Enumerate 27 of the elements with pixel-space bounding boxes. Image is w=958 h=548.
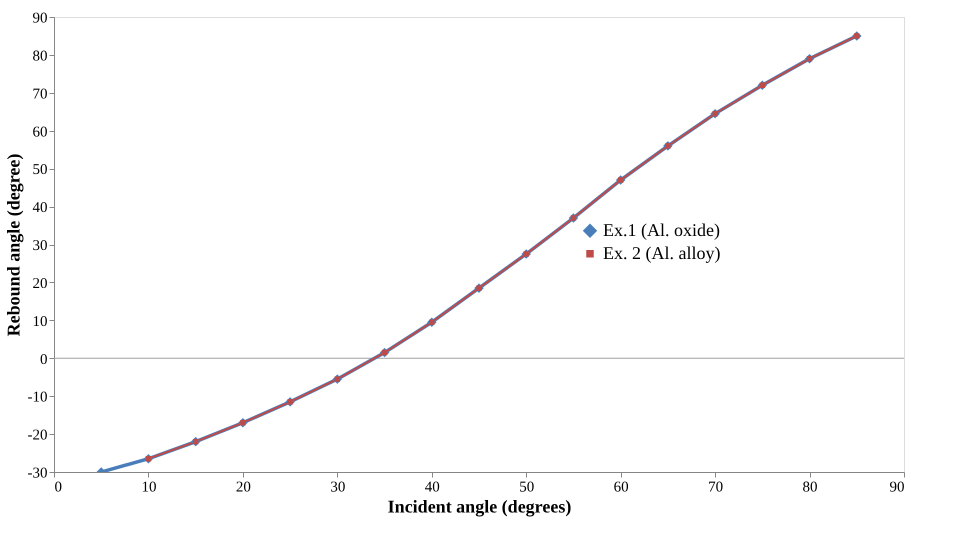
x-tick-label: 30 <box>330 480 346 496</box>
x-axis-title: Incident angle (degrees) <box>388 496 572 516</box>
y-tick-label: 10 <box>32 314 48 330</box>
y-tick-label: 70 <box>32 86 48 102</box>
y-tick-label: 60 <box>32 124 48 140</box>
x-tick-label: 60 <box>614 480 629 496</box>
y-tick-label: -10 <box>28 390 48 406</box>
y-tick-label: 20 <box>32 276 48 292</box>
y-tick-label: 80 <box>32 48 48 64</box>
x-tick-label: 10 <box>141 480 156 496</box>
y-axis-title: Rebound angle (degree) <box>4 154 24 336</box>
x-tick-label: 0 <box>54 480 62 496</box>
x-tick-label: 40 <box>424 480 440 496</box>
y-tick-label: 0 <box>40 352 48 368</box>
x-tick-label: 50 <box>519 480 534 496</box>
y-tick-label: 40 <box>32 200 48 216</box>
y-tick-label: -30 <box>28 466 48 482</box>
y-tick-label: 50 <box>32 162 48 178</box>
y-tick-label: 90 <box>32 10 48 26</box>
legend-label: Ex.1 (Al. oxide) <box>603 220 720 240</box>
x-tick-label: 20 <box>236 480 251 496</box>
y-tick-label: 30 <box>32 238 48 254</box>
x-tick-label: 80 <box>802 480 818 496</box>
x-tick-label: 90 <box>890 480 904 496</box>
legend-label: Ex. 2 (Al. alloy) <box>603 242 720 263</box>
x-tick-label: 70 <box>708 480 724 496</box>
y-tick-label: -20 <box>28 428 48 444</box>
